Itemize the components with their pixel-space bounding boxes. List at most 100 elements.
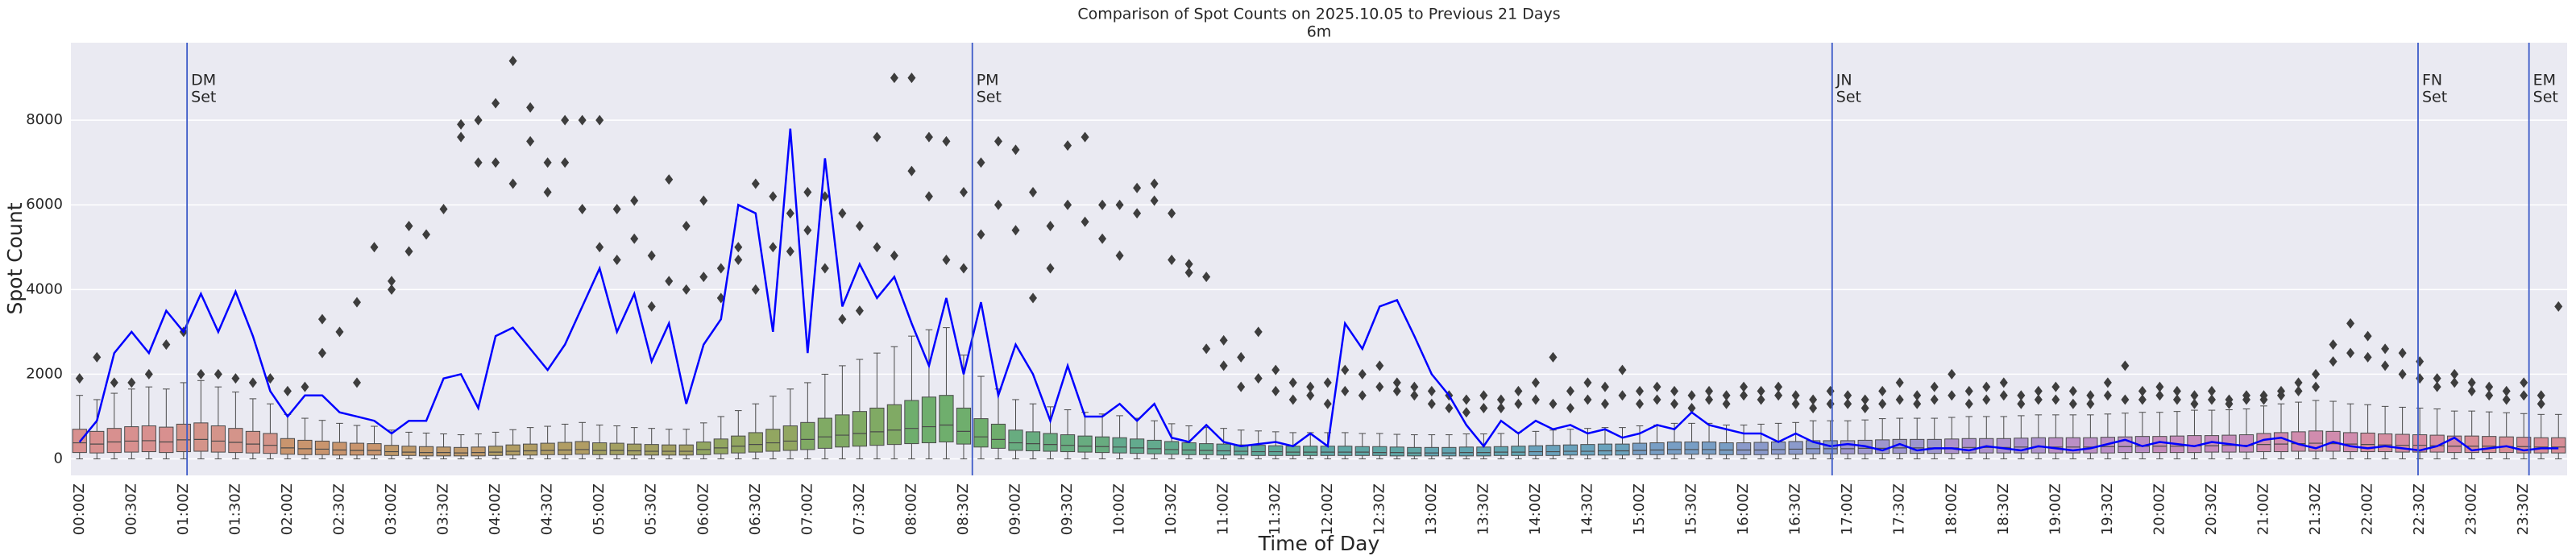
- outlier: [993, 135, 1002, 147]
- box: [1597, 443, 1613, 456]
- outlier: [1705, 385, 1714, 396]
- outlier: [1219, 334, 1228, 346]
- outlier: [1133, 182, 1142, 193]
- outlier: [2225, 398, 2234, 409]
- outlier: [1341, 364, 1350, 375]
- outlier: [924, 191, 933, 202]
- outlier: [2450, 368, 2459, 380]
- outlier: [1618, 364, 1627, 375]
- outlier: [144, 368, 153, 380]
- outlier: [1687, 390, 1696, 401]
- outlier: [1410, 390, 1419, 401]
- outlier: [75, 373, 84, 384]
- outlier: [1566, 385, 1574, 396]
- outlier: [907, 165, 916, 176]
- box: [367, 443, 382, 456]
- outlier: [647, 301, 656, 312]
- x-tick-label: 06:30Z: [747, 483, 764, 535]
- outlier: [838, 313, 847, 325]
- outlier: [1029, 186, 1038, 197]
- outlier: [890, 73, 898, 84]
- outlier: [2312, 381, 2321, 392]
- outlier: [1462, 407, 1471, 418]
- outlier: [526, 135, 535, 147]
- box: [1927, 438, 1942, 454]
- box: [748, 432, 763, 453]
- box: [869, 407, 885, 446]
- outlier: [1323, 398, 1332, 409]
- box: [159, 426, 174, 454]
- box: [2273, 432, 2289, 453]
- box: [332, 442, 347, 456]
- outlier: [993, 199, 1002, 210]
- box: [487, 446, 504, 456]
- outlier: [1271, 385, 1280, 396]
- outlier: [1878, 385, 1887, 396]
- outlier: [959, 263, 968, 274]
- outlier: [751, 284, 760, 295]
- box: [1806, 440, 1821, 454]
- box: [558, 442, 573, 455]
- outlier: [2329, 339, 2337, 351]
- outlier: [231, 373, 240, 384]
- outlier: [1479, 402, 1488, 413]
- x-tick-label: 08:00Z: [902, 483, 919, 535]
- box: [592, 442, 608, 455]
- outlier: [665, 174, 674, 185]
- event-label: Set: [1836, 89, 1861, 106]
- box: [418, 446, 434, 457]
- box: [384, 445, 400, 456]
- box: [990, 423, 1006, 449]
- outlier: [1046, 221, 1055, 232]
- outlier: [2121, 360, 2130, 371]
- outlier: [301, 381, 309, 392]
- outlier: [1081, 216, 1089, 227]
- outlier: [1930, 381, 1939, 392]
- outlier: [2086, 398, 2095, 409]
- box: [852, 411, 867, 447]
- box: [1094, 436, 1110, 454]
- box: [1164, 441, 1180, 455]
- box: [1077, 435, 1093, 453]
- outlier: [1323, 377, 1332, 388]
- outlier: [2259, 390, 2268, 401]
- box: [644, 444, 659, 456]
- outlier: [942, 135, 951, 147]
- outlier: [110, 377, 118, 388]
- outlier: [890, 250, 898, 261]
- x-tick-label: 00:00Z: [71, 483, 88, 535]
- outlier: [2381, 360, 2390, 371]
- box: [2499, 436, 2514, 454]
- box: [1649, 442, 1665, 455]
- outlier: [1757, 385, 1765, 396]
- box: [1199, 443, 1214, 455]
- y-tick-label: 8000: [26, 111, 63, 128]
- box: [731, 435, 746, 454]
- outlier: [2103, 390, 2112, 401]
- x-tick-label: 14:30Z: [1578, 483, 1595, 535]
- x-tick-label: 11:30Z: [1267, 483, 1284, 535]
- outlier: [1410, 381, 1419, 392]
- box: [1251, 445, 1266, 456]
- outlier: [1098, 199, 1107, 210]
- outlier: [1722, 398, 1731, 409]
- x-tick-label: 15:30Z: [1683, 483, 1700, 535]
- outlier: [2138, 394, 2147, 405]
- outlier: [1046, 263, 1055, 274]
- x-tick-label: 05:00Z: [591, 483, 608, 535]
- outlier: [1133, 208, 1142, 219]
- box: [124, 426, 139, 453]
- outlier: [682, 284, 691, 295]
- box: [436, 446, 451, 457]
- outlier: [873, 131, 881, 143]
- outlier: [1895, 394, 1904, 405]
- outlier: [2086, 390, 2095, 401]
- box: [1112, 437, 1127, 454]
- box: [1840, 440, 1856, 454]
- outlier: [1670, 385, 1679, 396]
- outlier: [492, 97, 500, 109]
- outlier: [2138, 385, 2147, 396]
- box: [939, 395, 954, 442]
- box: [1025, 431, 1041, 452]
- outlier: [630, 233, 639, 244]
